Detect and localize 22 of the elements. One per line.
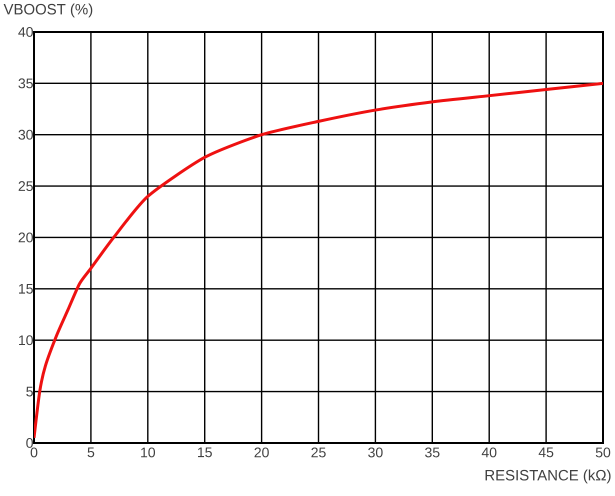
x-tick-label: 20 [254,447,269,458]
y-tick-label: 40 [18,27,33,37]
x-tick-label: 30 [368,447,383,458]
x-tick-label: 50 [596,447,610,458]
y-tick-label: 15 [19,284,33,294]
x-tick-label: 35 [425,447,440,458]
x-tick-label: 5 [88,448,94,458]
y-tick-label: 0 [26,438,33,448]
x-tick-label: 45 [538,448,554,458]
y-axis-title: VBOOST (%) [4,4,92,18]
line-series [34,82,604,440]
x-axis-title: RESISTANCE (kΩ) [486,470,611,484]
y-tick-label: 10 [19,335,33,346]
y-tick-label: 5 [26,386,33,396]
x-tick-label: 15 [198,448,212,458]
y-tick-label: 25 [18,181,33,192]
y-tick-label: 20 [18,232,33,242]
y-tick-label: 30 [18,130,33,140]
x-tick-label: 40 [482,447,496,458]
x-tick-label: 10 [141,447,156,458]
y-tick-label: 35 [18,78,33,88]
x-tick-label: 25 [311,447,326,458]
